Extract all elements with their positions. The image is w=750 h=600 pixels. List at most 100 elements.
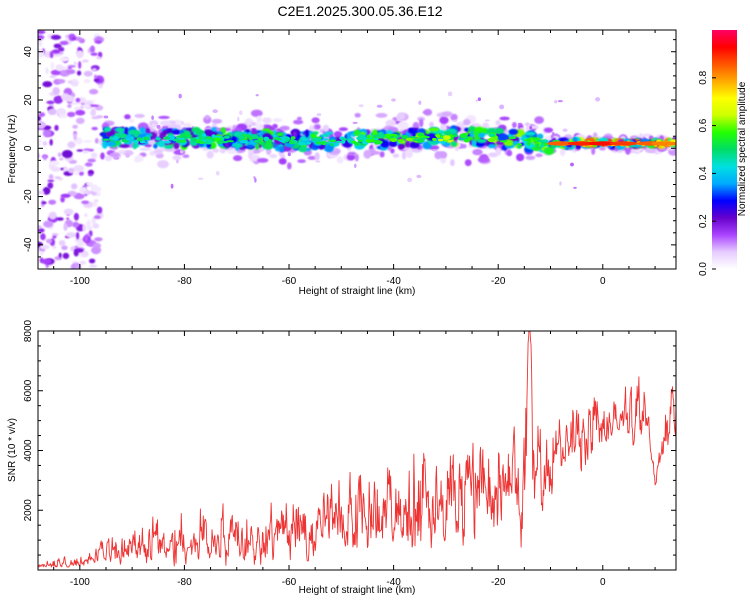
heatmap-cell-829 bbox=[573, 186, 577, 189]
heatmap-cell-1569 bbox=[313, 137, 321, 142]
colorbar-tick-label: 0.8 bbox=[698, 70, 709, 84]
snr-series-line bbox=[38, 331, 676, 568]
heatmap-cell-401 bbox=[134, 113, 145, 118]
heatmap-cell-1165 bbox=[124, 127, 129, 135]
heatmap-cell-235 bbox=[92, 223, 100, 229]
heatmap-cell-350 bbox=[463, 118, 471, 126]
heatmap-cell-1519 bbox=[201, 133, 207, 138]
heatmap-cell-1636 bbox=[329, 142, 334, 147]
heatmap-cell-214 bbox=[48, 211, 57, 220]
heatmap-cell-1472 bbox=[226, 140, 235, 143]
heatmap-cell-705 bbox=[279, 125, 290, 131]
heatmap-cell-1496 bbox=[397, 139, 404, 143]
heatmap-cell-436 bbox=[516, 153, 525, 162]
heatmap-cell-798 bbox=[499, 104, 505, 110]
heatmap-cell-562 bbox=[385, 119, 397, 127]
heatmap-cell-732 bbox=[363, 149, 372, 159]
heatmap-cell-203 bbox=[58, 51, 64, 55]
y-tick-label: 6000 bbox=[23, 379, 34, 402]
heatmap-cell-1360 bbox=[298, 146, 308, 153]
heatmap-cell-186 bbox=[58, 114, 68, 119]
heatmap-cell-130 bbox=[83, 190, 91, 195]
heatmap-cell-819 bbox=[103, 115, 109, 119]
heatmap-cell-804 bbox=[452, 119, 458, 123]
colorbar-tick-label: 0.0 bbox=[698, 262, 709, 276]
heatmap-cell-23 bbox=[53, 95, 63, 104]
heatmap-cell-88 bbox=[94, 237, 103, 242]
heatmap-cell-137 bbox=[38, 34, 45, 40]
heatmap-cell-99 bbox=[82, 140, 93, 143]
heatmap-cell-227 bbox=[66, 232, 77, 238]
heatmap-cell-1088 bbox=[145, 127, 151, 135]
heatmap-cell-176 bbox=[81, 200, 89, 205]
heatmap-cell-1690 bbox=[112, 136, 119, 141]
heatmap-cell-1609 bbox=[178, 139, 187, 143]
heatmap-cell-702 bbox=[439, 116, 449, 125]
heatmap-cell-255 bbox=[48, 174, 54, 180]
spectrogram-ticks: -100 -80 -60 -40 -20 0 -40 -20 0 20 40 bbox=[23, 30, 676, 287]
heatmap-cell-1422 bbox=[246, 144, 254, 149]
heatmap-cell-754 bbox=[477, 156, 490, 163]
heatmap-cell-1118 bbox=[162, 130, 168, 136]
heatmap-cell-1122 bbox=[428, 127, 440, 132]
x-tick-label: -60 bbox=[282, 276, 297, 287]
heatmap-cell-1346 bbox=[497, 133, 509, 142]
heatmap-cell-189 bbox=[59, 157, 64, 161]
heatmap-cell-253 bbox=[68, 167, 75, 174]
heatmap-cell-144 bbox=[67, 103, 72, 108]
heatmap-cell-715 bbox=[256, 158, 269, 163]
heatmap-cell-257 bbox=[96, 206, 103, 214]
heatmap-cell-1196 bbox=[139, 127, 146, 135]
y-tick-label: 2000 bbox=[23, 499, 34, 522]
heatmap-cell-1640 bbox=[373, 140, 382, 145]
heatmap-cell-1341 bbox=[481, 127, 489, 134]
heatmap-cell-1197 bbox=[408, 128, 414, 134]
heatmap-cell-1648 bbox=[442, 135, 451, 140]
heatmap-cell-183 bbox=[42, 129, 52, 138]
heatmap-cell-1394 bbox=[119, 144, 130, 148]
heatmap-cell-147 bbox=[94, 138, 99, 144]
heatmap-cell-560 bbox=[204, 115, 210, 120]
spectrogram-panel: -100 -80 -60 -40 -20 0 -40 -20 0 20 40 Height of s… bbox=[7, 29, 677, 297]
heatmap-cell-822 bbox=[254, 177, 257, 183]
heatmap-cell-266 bbox=[455, 121, 466, 128]
heatmap-cell-207 bbox=[87, 158, 96, 163]
heatmap-cell-48 bbox=[50, 69, 62, 76]
heatmap-cell-172 bbox=[94, 199, 99, 202]
heatmap-cell-1656 bbox=[542, 139, 549, 143]
heatmap-cell-256 bbox=[75, 232, 80, 240]
heatmap-cell-419 bbox=[560, 148, 566, 157]
heatmap-cell-143 bbox=[79, 260, 87, 265]
heatmap-cell-600 bbox=[488, 152, 499, 158]
heatmap-cell-153 bbox=[55, 64, 64, 72]
heatmap-cell-1325 bbox=[105, 141, 117, 147]
heatmap-cell-1646 bbox=[417, 132, 425, 137]
heatmap-cell-799 bbox=[475, 99, 478, 102]
heatmap-cell-753 bbox=[314, 152, 320, 161]
heatmap-cell-1456 bbox=[224, 142, 230, 148]
heatmap-cell-1465 bbox=[127, 134, 132, 139]
heatmap-cell-701 bbox=[118, 150, 126, 154]
heatmap-cell-202 bbox=[72, 82, 78, 85]
y-tick-label: 0 bbox=[23, 145, 34, 151]
heatmap-cell-58 bbox=[38, 30, 46, 34]
snr-x-label: Height of straight line (km) bbox=[299, 585, 416, 596]
heatmap-cell-166 bbox=[57, 108, 66, 117]
heatmap-cell-1362 bbox=[346, 132, 352, 140]
heatmap-cell-514 bbox=[104, 155, 113, 162]
heatmap-cell-181 bbox=[83, 79, 91, 84]
heatmap-cell-121 bbox=[75, 97, 81, 103]
heatmap-cell-142 bbox=[42, 141, 48, 146]
heatmap-cell-615 bbox=[258, 123, 264, 131]
heatmap-cell-447 bbox=[375, 113, 388, 118]
heatmap-cell-1488 bbox=[223, 135, 230, 139]
heatmap-cell-1664 bbox=[405, 137, 413, 141]
heatmap-cell-1655 bbox=[347, 138, 352, 143]
heatmap-cell-123 bbox=[90, 52, 98, 56]
heatmap-cell-201 bbox=[65, 69, 76, 75]
heatmap-cell-797 bbox=[287, 152, 291, 157]
heatmap-cell-721 bbox=[625, 146, 631, 155]
heatmap-cell-783 bbox=[477, 97, 481, 101]
heatmap-cell-1591 bbox=[289, 141, 295, 145]
heatmap-cell-1511 bbox=[516, 143, 523, 146]
